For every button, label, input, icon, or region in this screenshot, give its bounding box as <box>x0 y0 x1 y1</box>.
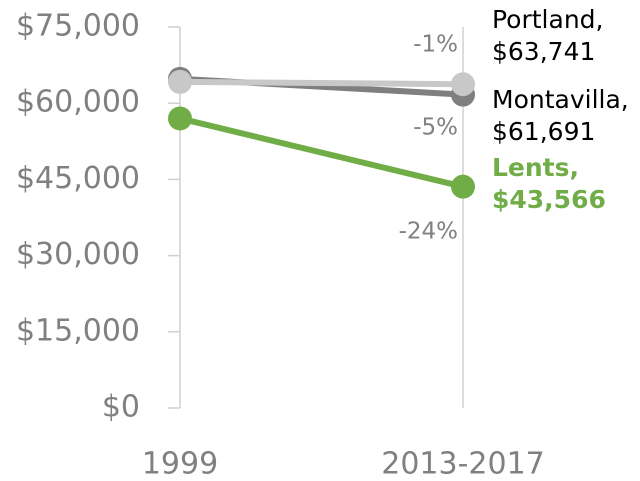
y-tick-label: $15,000 <box>16 313 140 348</box>
x-tick-label: 1999 <box>142 447 218 481</box>
end-label: Montavilla, $61,691 <box>492 85 629 146</box>
end-label: Portland, $63,741 <box>492 5 604 66</box>
annotation: -24% <box>399 219 458 245</box>
y-tick-label: $0 <box>102 390 140 425</box>
line <box>179 78 464 88</box>
marker <box>451 174 475 199</box>
x-tick-label: 2013-2017 <box>381 447 545 481</box>
y-tick-label: $75,000 <box>16 9 140 44</box>
annotation: -5% <box>413 115 458 141</box>
y-tick-label: $45,000 <box>16 161 140 196</box>
line <box>179 115 464 190</box>
y-tick-label: $60,000 <box>16 85 140 120</box>
end-label: Lents, $43,566 <box>492 153 606 214</box>
marker <box>168 69 192 94</box>
annotation: -1% <box>413 32 458 58</box>
marker <box>451 72 475 97</box>
y-tick-label: $30,000 <box>16 237 140 272</box>
marker <box>168 106 192 131</box>
